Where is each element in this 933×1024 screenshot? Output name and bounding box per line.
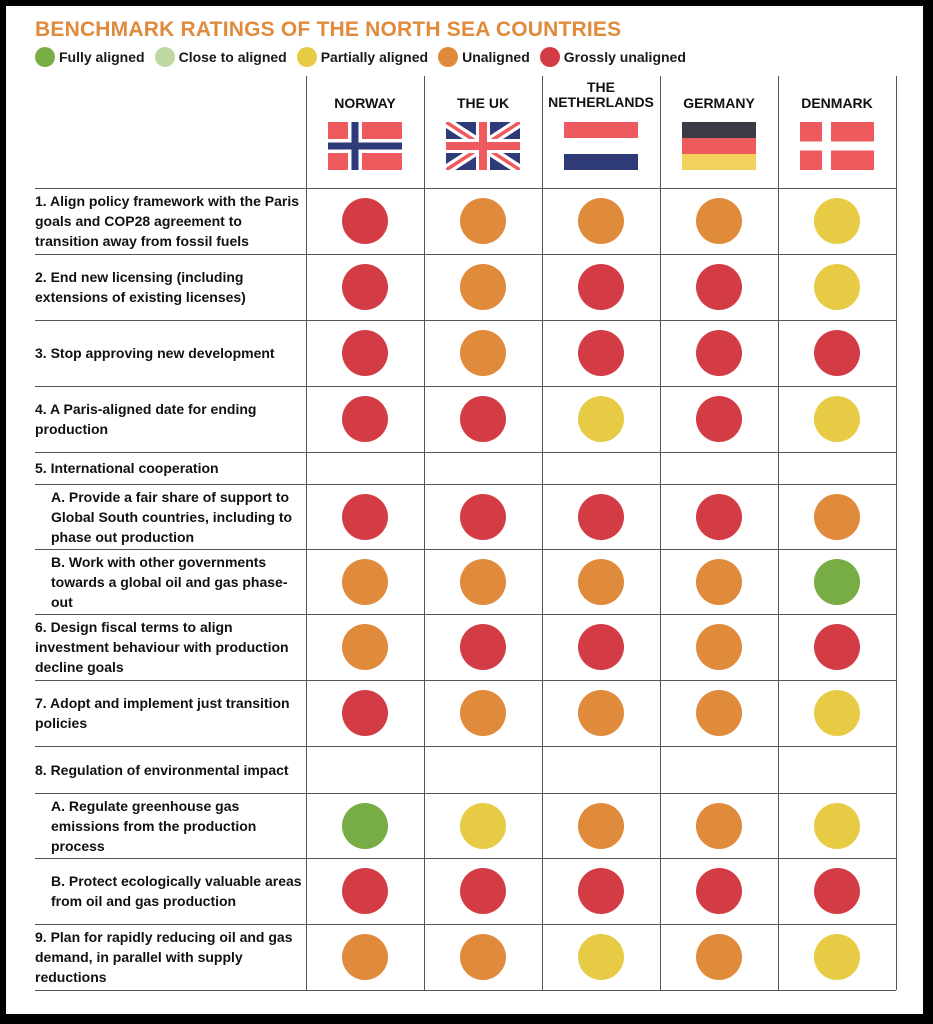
rating-dot-unaligned bbox=[696, 802, 742, 849]
row-label: B. Work with other governments towards a… bbox=[51, 554, 288, 610]
row-label: B. Protect ecologically valuable areas f… bbox=[51, 873, 302, 909]
rating-dot-unaligned bbox=[696, 558, 742, 605]
rating-dot-unaligned bbox=[696, 934, 742, 980]
column-header-the-uk: THE UK bbox=[456, 95, 510, 111]
rating-dot-partial bbox=[814, 198, 860, 244]
rating-dot-partial bbox=[814, 690, 860, 736]
legend-swatch-partial bbox=[296, 47, 317, 67]
germany-flag bbox=[682, 122, 756, 170]
legend-item-partial: Partially aligned bbox=[296, 47, 429, 67]
rating-dot-unaligned bbox=[342, 934, 388, 980]
rating-dot-unaligned bbox=[460, 330, 506, 376]
row-label: A. Regulate greenhouse gas emissions fro… bbox=[51, 798, 257, 854]
rating-dot-gross bbox=[460, 493, 506, 540]
rating-dot-unaligned bbox=[696, 690, 742, 736]
rating-dot-unaligned bbox=[460, 264, 506, 310]
rating-dot-partial bbox=[814, 934, 860, 980]
legend-label-unaligned: Unaligned bbox=[462, 49, 530, 65]
rating-dot-unaligned bbox=[696, 198, 742, 244]
rating-dot-gross bbox=[578, 330, 624, 376]
rating-dot-gross bbox=[342, 264, 388, 310]
row-label: 3. Stop approving new development bbox=[35, 345, 275, 361]
rating-dot-gross bbox=[342, 868, 388, 914]
rating-dot-gross bbox=[578, 624, 624, 670]
rating-dot-partial bbox=[460, 802, 506, 849]
rating-dot-unaligned bbox=[460, 934, 506, 980]
rating-dot-gross bbox=[578, 493, 624, 540]
legend-label-partial: Partially aligned bbox=[320, 49, 429, 65]
rating-dot-unaligned bbox=[814, 493, 860, 540]
legend: Fully aligned Close to aligned Partially a… bbox=[35, 46, 696, 68]
rating-dot-unaligned bbox=[460, 198, 506, 244]
norway-flag bbox=[328, 122, 402, 170]
legend-item-unaligned: Unaligned bbox=[438, 47, 530, 67]
column-header-the-netherlands: THE NETHERLANDS bbox=[548, 79, 654, 110]
row-label: 4. A Paris-aligned date for ending produ… bbox=[35, 401, 257, 437]
rating-dot-fully bbox=[814, 558, 860, 605]
legend-label-gross: Grossly unaligned bbox=[563, 49, 686, 65]
rating-dot-gross bbox=[342, 690, 388, 736]
rating-dot-gross bbox=[578, 264, 624, 310]
rating-dot-gross bbox=[814, 868, 860, 914]
rating-dot-unaligned bbox=[460, 558, 506, 605]
legend-swatch-unaligned bbox=[438, 47, 459, 67]
chart-title: BENCHMARK RATINGS OF THE NORTH SEA COUNT… bbox=[35, 18, 622, 41]
rating-dot-unaligned bbox=[578, 802, 624, 849]
row-label: 6. Design fiscal terms to align investme… bbox=[35, 619, 289, 675]
rating-dot-gross bbox=[342, 198, 388, 244]
rating-dot-gross bbox=[460, 868, 506, 914]
legend-item-fully: Fully aligned bbox=[35, 47, 145, 67]
rating-dot-unaligned bbox=[460, 690, 506, 736]
rating-dot-unaligned bbox=[696, 624, 742, 670]
column-header-germany: GERMANY bbox=[683, 95, 755, 111]
row-label: A. Provide a fair share of support to Gl… bbox=[51, 489, 293, 545]
column-header-norway: NORWAY bbox=[334, 95, 396, 111]
row-label: 1. Align policy framework with the Paris… bbox=[35, 193, 299, 249]
legend-item-close: Close to aligned bbox=[154, 47, 287, 67]
row-label: 2. End new licensing (including extensio… bbox=[35, 269, 246, 305]
rating-dot-partial bbox=[814, 802, 860, 849]
rating-dot-gross bbox=[696, 264, 742, 310]
row-label: 7. Adopt and implement just transition p… bbox=[35, 695, 290, 731]
rating-dot-gross bbox=[460, 624, 506, 670]
legend-swatch-fully bbox=[35, 47, 55, 67]
rating-dot-gross bbox=[342, 493, 388, 540]
rating-dot-gross bbox=[696, 493, 742, 540]
rating-dot-gross bbox=[696, 330, 742, 376]
rating-dot-unaligned bbox=[342, 558, 388, 605]
rating-dot-fully bbox=[342, 802, 388, 849]
denmark-flag bbox=[800, 122, 874, 170]
rating-dot-gross bbox=[342, 396, 388, 442]
row-label: 8. Regulation of environmental impact bbox=[35, 762, 289, 778]
row-label: 5. International cooperation bbox=[35, 460, 219, 476]
rating-dot-unaligned bbox=[578, 690, 624, 736]
rating-dot-gross bbox=[814, 330, 860, 376]
rating-dot-unaligned bbox=[578, 198, 624, 244]
legend-item-gross: Grossly unaligned bbox=[539, 47, 686, 67]
row-label: 9. Plan for rapidly reducing oil and gas… bbox=[35, 929, 293, 985]
column-header-denmark: DENMARK bbox=[801, 95, 873, 111]
legend-swatch-gross bbox=[539, 47, 560, 67]
rating-dot-gross bbox=[814, 624, 860, 670]
rating-dot-gross bbox=[696, 396, 742, 442]
rating-dot-gross bbox=[578, 868, 624, 914]
rating-dot-partial bbox=[578, 396, 624, 442]
rating-dot-unaligned bbox=[342, 624, 388, 670]
netherlands-flag bbox=[564, 122, 638, 170]
rating-dot-partial bbox=[814, 396, 860, 442]
rating-dot-partial bbox=[814, 264, 860, 310]
rating-dot-gross bbox=[342, 330, 388, 376]
rating-dot-partial bbox=[578, 934, 624, 980]
rating-dot-unaligned bbox=[578, 558, 624, 605]
rating-dot-gross bbox=[696, 868, 742, 914]
legend-label-fully: Fully aligned bbox=[59, 49, 145, 65]
legend-swatch-close bbox=[154, 47, 175, 67]
rating-dot-gross bbox=[460, 396, 506, 442]
legend-label-close: Close to aligned bbox=[178, 49, 287, 65]
uk-flag bbox=[446, 122, 520, 170]
